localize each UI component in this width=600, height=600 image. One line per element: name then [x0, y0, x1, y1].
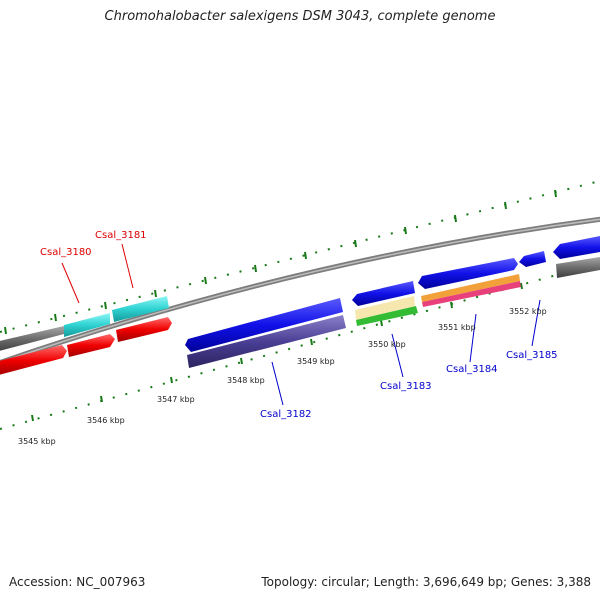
scale-label-3547-kbp: 3547 kbp: [157, 395, 195, 404]
major-tick: [54, 313, 57, 322]
gene-label-csal-3184[interactable]: Csal_3184: [446, 364, 498, 375]
scale-label-3549-kbp: 3549 kbp: [297, 357, 335, 366]
major-tick: [554, 189, 557, 198]
gene-arrow-csal-3183[interactable]: [352, 281, 415, 306]
major-tick: [104, 301, 107, 310]
gene-labels: Csal_3180 Csal_3181 Csal_3182 Csal_3183 …: [40, 230, 558, 420]
scale-label-3545-kbp: 3545 kbp: [18, 437, 56, 446]
scale-label-3552-kbp: 3552 kbp: [509, 307, 547, 316]
scale-label-3546-kbp: 3546 kbp: [87, 416, 125, 425]
label-leaders: [61, 243, 541, 406]
gene-bar-csal-3183-cream[interactable]: [355, 296, 415, 320]
major-tick: [454, 214, 457, 223]
gene-bar-csal-3184-pink[interactable]: [422, 281, 521, 307]
major-tick: [404, 226, 407, 235]
genome-backbone: [0, 216, 600, 366]
gene-label-csal-3180[interactable]: Csal_3180: [40, 247, 92, 258]
forward-strand-genes: [185, 236, 600, 368]
gene-label-csal-3183[interactable]: Csal_3183: [380, 381, 432, 392]
major-tick: [450, 301, 453, 309]
major-tick: [4, 326, 7, 335]
gene-arrow-red-left[interactable]: [0, 345, 67, 376]
major-ticks: [4, 189, 557, 422]
major-tick: [520, 282, 523, 290]
accession-text: Accession: NC_007963: [9, 575, 146, 589]
gene-arrow-csal-3182[interactable]: [185, 298, 343, 352]
scale-label-3550-kbp: 3550 kbp: [368, 340, 406, 349]
major-tick: [170, 376, 173, 384]
genome-summary-text: Topology: circular; Length: 3,696,649 bp…: [261, 575, 591, 589]
major-tick: [504, 201, 507, 210]
major-tick: [100, 395, 103, 403]
gene-arrow-csal-3180[interactable]: [67, 334, 115, 357]
gene-arrow-right-edge[interactable]: [553, 236, 600, 259]
gene-label-csal-3181[interactable]: Csal_3181: [95, 230, 147, 241]
gene-arrow-csal-3185[interactable]: [519, 251, 546, 267]
gene-bar-csal-3181-cyan[interactable]: [112, 296, 169, 322]
gene-bar-gray-left[interactable]: [0, 326, 64, 352]
scale-labels: 3545 kbp 3546 kbp 3547 kbp 3548 kbp 3549 kbp…: [18, 307, 547, 446]
major-tick: [204, 276, 207, 285]
major-tick: [154, 289, 157, 298]
gene-arrow-csal-3184[interactable]: [418, 258, 518, 289]
gene-label-csal-3182[interactable]: Csal_3182: [260, 409, 312, 420]
gene-bar-gray-right[interactable]: [556, 257, 600, 278]
major-tick: [354, 239, 357, 248]
gene-bar-csal-3183-green[interactable]: [356, 306, 418, 326]
gene-bar-csal-3180-cyan[interactable]: [64, 313, 110, 337]
major-tick: [240, 357, 243, 365]
major-tick: [304, 251, 307, 260]
major-tick: [31, 414, 34, 422]
scale-label-3551-kbp: 3551 kbp: [438, 323, 476, 332]
gene-arrow-csal-3181[interactable]: [116, 317, 172, 342]
gene-label-csal-3185[interactable]: Csal_3185: [506, 350, 558, 361]
scale-label-3548-kbp: 3548 kbp: [227, 376, 265, 385]
gene-bar-csal-3182-purple[interactable]: [187, 315, 346, 368]
major-tick: [254, 264, 257, 273]
gene-bar-csal-3184-orange[interactable]: [421, 274, 520, 302]
map-title: Chromohalobacter salexigens DSM 3043, co…: [104, 9, 496, 24]
major-tick: [310, 338, 313, 346]
major-tick: [380, 319, 383, 327]
reverse-strand-genes: [0, 296, 172, 376]
